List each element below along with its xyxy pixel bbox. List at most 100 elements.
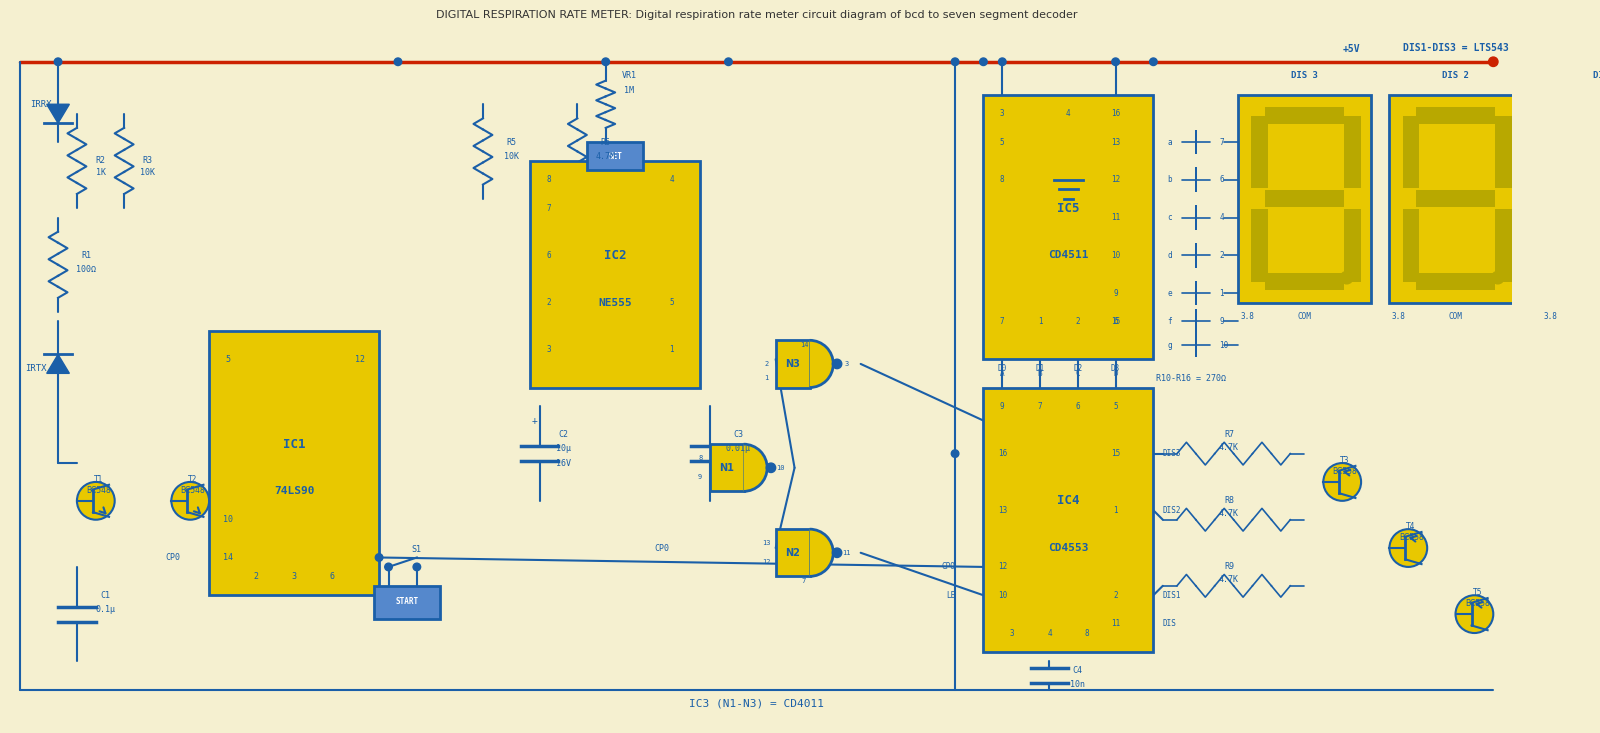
Text: 6: 6 [1075, 402, 1080, 411]
Circle shape [725, 58, 733, 65]
FancyBboxPatch shape [587, 142, 643, 170]
Text: 14: 14 [800, 342, 808, 348]
Text: 1: 1 [1219, 289, 1224, 298]
Text: IRRX: IRRX [30, 100, 51, 108]
FancyBboxPatch shape [1403, 116, 1419, 188]
FancyBboxPatch shape [1494, 209, 1512, 281]
Circle shape [413, 563, 421, 571]
Text: 4.7K: 4.7K [1219, 509, 1238, 517]
Circle shape [77, 482, 115, 520]
Text: 6: 6 [330, 572, 334, 581]
Text: C3: C3 [733, 430, 742, 439]
Text: 13: 13 [998, 506, 1006, 515]
FancyBboxPatch shape [1344, 116, 1360, 188]
Circle shape [1491, 271, 1504, 284]
Text: 100Ω: 100Ω [77, 265, 96, 274]
Text: 12: 12 [1110, 175, 1120, 184]
Text: R5: R5 [506, 138, 517, 147]
Text: 14: 14 [222, 553, 234, 562]
Text: DIS: DIS [1163, 619, 1176, 628]
Text: C1: C1 [101, 591, 110, 600]
Text: 3.8: 3.8 [1392, 312, 1406, 321]
FancyBboxPatch shape [1389, 95, 1522, 303]
Text: 1: 1 [765, 375, 768, 381]
Text: T1: T1 [94, 474, 104, 484]
FancyBboxPatch shape [1416, 107, 1494, 124]
Text: 2: 2 [1219, 251, 1224, 259]
Text: 7: 7 [1219, 138, 1224, 147]
Text: LE: LE [946, 591, 955, 600]
Circle shape [1149, 58, 1157, 65]
FancyBboxPatch shape [1416, 191, 1494, 207]
Text: 16: 16 [998, 449, 1006, 458]
Text: 3: 3 [547, 345, 552, 354]
Text: 5: 5 [1114, 402, 1118, 411]
Text: g: g [1168, 341, 1173, 350]
Text: DIS 2: DIS 2 [1442, 71, 1469, 81]
Text: COM: COM [1448, 312, 1462, 321]
FancyBboxPatch shape [1494, 116, 1512, 188]
FancyBboxPatch shape [1251, 209, 1269, 281]
Circle shape [832, 548, 842, 558]
Text: DIS 3: DIS 3 [1291, 71, 1318, 81]
Text: R9: R9 [1224, 562, 1234, 572]
Circle shape [384, 563, 392, 571]
Text: BC558: BC558 [1466, 600, 1490, 608]
FancyBboxPatch shape [1541, 95, 1600, 303]
FancyBboxPatch shape [1251, 116, 1269, 188]
FancyBboxPatch shape [1264, 107, 1344, 124]
Text: 2: 2 [1075, 317, 1080, 326]
Text: 4: 4 [669, 175, 674, 184]
Text: 74LS90: 74LS90 [274, 487, 314, 496]
Text: IC3 (N1-N3) = CD4011: IC3 (N1-N3) = CD4011 [690, 699, 824, 709]
Text: 11: 11 [842, 550, 851, 556]
Text: BC558: BC558 [1398, 533, 1424, 542]
Text: 3: 3 [1010, 628, 1014, 638]
FancyBboxPatch shape [1403, 209, 1419, 281]
Text: IRTX: IRTX [26, 364, 46, 373]
Text: +5V: +5V [1342, 45, 1360, 54]
Circle shape [952, 450, 958, 457]
Text: SET: SET [608, 152, 622, 161]
Text: 1: 1 [1114, 506, 1118, 515]
Text: e: e [1168, 289, 1173, 298]
Text: D1: D1 [1035, 364, 1045, 373]
Text: T4: T4 [1406, 522, 1416, 531]
Text: 10: 10 [222, 515, 234, 524]
Text: 15: 15 [1110, 449, 1120, 458]
FancyBboxPatch shape [374, 586, 440, 619]
Circle shape [1389, 529, 1427, 567]
Text: R6: R6 [600, 138, 611, 147]
Text: 10: 10 [1110, 251, 1120, 259]
Text: 8: 8 [698, 455, 702, 461]
Circle shape [832, 359, 842, 369]
FancyBboxPatch shape [984, 388, 1154, 652]
FancyBboxPatch shape [1566, 107, 1600, 124]
Text: DIS3: DIS3 [1163, 449, 1181, 458]
Text: C4: C4 [1074, 666, 1083, 675]
FancyBboxPatch shape [1238, 95, 1371, 303]
Text: N2: N2 [786, 548, 800, 558]
Text: 6: 6 [1219, 175, 1224, 184]
Text: 16: 16 [1110, 109, 1120, 118]
Text: 4.7K: 4.7K [1219, 443, 1238, 452]
Text: B: B [1038, 369, 1042, 377]
Text: +: + [531, 416, 538, 426]
Text: 8: 8 [547, 175, 552, 184]
Text: A: A [1000, 369, 1005, 377]
Text: R8: R8 [1224, 496, 1234, 505]
Text: 11: 11 [1110, 619, 1120, 628]
FancyBboxPatch shape [210, 331, 379, 595]
Text: C2: C2 [558, 430, 568, 439]
Text: 8: 8 [1085, 628, 1090, 638]
FancyBboxPatch shape [1344, 209, 1360, 281]
Text: f: f [1168, 317, 1173, 326]
Text: START: START [395, 597, 419, 606]
Circle shape [602, 58, 610, 65]
Text: BC558: BC558 [1333, 467, 1357, 476]
Text: 6: 6 [1114, 317, 1118, 326]
Circle shape [171, 482, 210, 520]
Text: D0: D0 [998, 364, 1006, 373]
FancyBboxPatch shape [776, 529, 810, 576]
Wedge shape [810, 340, 834, 388]
